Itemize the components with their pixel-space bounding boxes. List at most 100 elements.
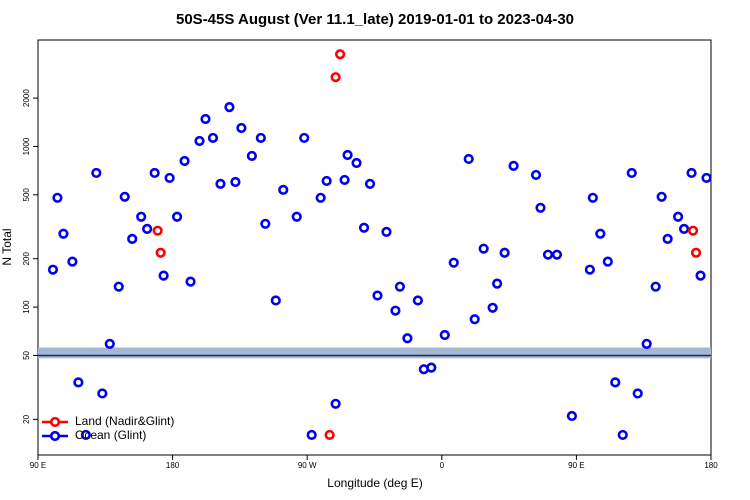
point (542, 249, 554, 260)
y-tick-label: 100 (22, 300, 31, 314)
point (610, 377, 621, 388)
point (330, 398, 341, 409)
point (47, 264, 59, 275)
point (687, 225, 699, 236)
point (626, 167, 637, 179)
point (207, 132, 219, 144)
point (426, 362, 437, 373)
point (602, 256, 613, 267)
point (656, 191, 667, 202)
point (672, 211, 684, 222)
point (152, 225, 163, 236)
point (390, 305, 401, 316)
point (678, 223, 690, 234)
point (358, 222, 370, 233)
point (179, 155, 190, 167)
point (270, 295, 281, 306)
y-tick-label: 20 (22, 414, 31, 423)
point (136, 211, 147, 222)
y-tick-label: 200 (22, 252, 31, 266)
point (535, 202, 546, 213)
x-tick-label: 90 E (30, 461, 46, 470)
point (260, 218, 271, 229)
point (530, 169, 542, 181)
reference-band (38, 347, 711, 359)
point (200, 113, 211, 125)
legend-marker (49, 416, 61, 428)
point (185, 276, 196, 287)
point (439, 329, 450, 341)
point (448, 257, 459, 268)
point (224, 102, 235, 113)
point (113, 281, 124, 292)
point (278, 184, 289, 195)
x-tick-label: 90 W (298, 461, 317, 470)
point (372, 290, 383, 301)
point (149, 167, 160, 179)
point (478, 243, 489, 254)
point (67, 256, 78, 267)
point (306, 429, 317, 441)
point (119, 191, 130, 202)
point (690, 247, 702, 258)
x-tick-label: 180 (704, 461, 718, 470)
point (104, 338, 115, 349)
point (351, 157, 362, 169)
point (508, 160, 519, 171)
legend-marker (49, 430, 61, 442)
point (158, 270, 169, 281)
point (255, 132, 266, 144)
point (91, 167, 102, 179)
point (595, 228, 606, 239)
point (342, 149, 353, 161)
point (155, 247, 166, 258)
point (324, 429, 335, 441)
point (299, 132, 310, 144)
point (650, 281, 661, 292)
x-tick-label: 180 (166, 461, 180, 470)
point (499, 247, 510, 258)
point (412, 295, 423, 306)
point (142, 223, 153, 234)
point (463, 153, 474, 165)
point (236, 122, 247, 134)
chart-title: 50S-45S August (Ver 11.1_late) 2019-01-0… (176, 11, 574, 28)
point (52, 192, 63, 203)
point (171, 211, 183, 222)
point (58, 228, 69, 239)
x-axis-label: Longitude (deg E) (327, 476, 422, 490)
point (487, 302, 498, 313)
point (394, 281, 406, 292)
x-tick-label: 0 (440, 461, 445, 470)
y-tick-label: 2000 (22, 89, 31, 107)
point (701, 172, 712, 184)
point (566, 410, 578, 422)
point (662, 233, 673, 244)
y-axis-label: N Total (0, 228, 14, 265)
point (381, 226, 392, 237)
point (97, 388, 108, 399)
point (617, 429, 628, 441)
point (551, 249, 563, 260)
legend-label: Land (Nadir&Glint) (75, 414, 174, 428)
point (230, 176, 241, 188)
point (335, 49, 346, 60)
plot-frame (37, 39, 712, 456)
point (291, 211, 302, 222)
point (246, 150, 257, 162)
legend-label: Ocean (Glint) (75, 428, 146, 442)
y-tick-label: 500 (22, 188, 31, 202)
point (584, 264, 595, 275)
y-tick-label: 1000 (22, 137, 31, 155)
point (194, 135, 205, 147)
point (641, 338, 652, 349)
point (364, 178, 376, 189)
point (469, 314, 480, 325)
point (695, 270, 706, 281)
point (164, 172, 175, 184)
y-tick-label: 50 (22, 350, 31, 359)
point (315, 192, 326, 203)
point (80, 429, 91, 441)
